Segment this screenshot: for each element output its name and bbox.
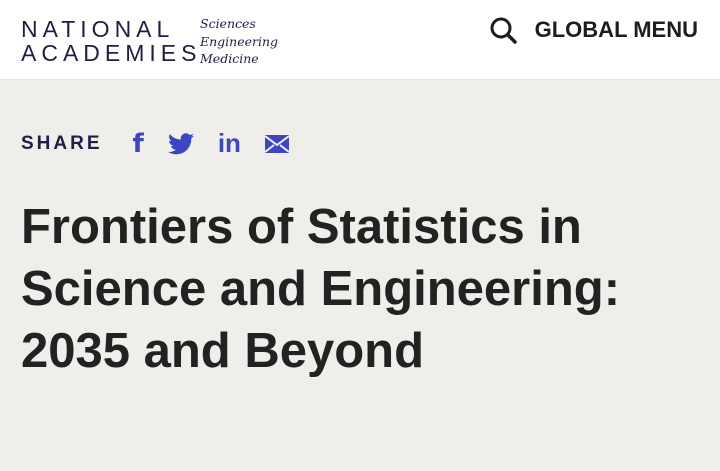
email-icon[interactable] [264, 134, 289, 153]
site-header: NATIONAL ACADEMIES Sciences Engineering … [0, 0, 720, 80]
tagline-sciences: Sciences [200, 16, 256, 31]
global-menu-button[interactable]: GLOBAL MENU [534, 17, 698, 42]
search-icon[interactable] [489, 16, 517, 44]
facebook-icon[interactable]: f [132, 128, 144, 159]
twitter-icon[interactable] [167, 132, 194, 155]
linkedin-icon[interactable]: in [217, 128, 241, 158]
global-menu[interactable]: GLOBAL MENU [489, 16, 698, 44]
tagline-engineering: Engineering [200, 33, 279, 49]
logo-tagline: Sciences Engineering Medicine [200, 15, 278, 68]
page-title: Frontiers of Statistics in Science and E… [21, 200, 621, 378]
national-academies-logo[interactable]: NATIONAL ACADEMIES [21, 17, 201, 65]
logo-line-1: NATIONAL [21, 16, 175, 42]
logo-line-2: ACADEMIES [21, 40, 202, 66]
tagline-medicine: Medicine [200, 51, 259, 66]
share-label: SHARE [21, 132, 103, 154]
share-bar: SHARE f in [21, 128, 313, 159]
